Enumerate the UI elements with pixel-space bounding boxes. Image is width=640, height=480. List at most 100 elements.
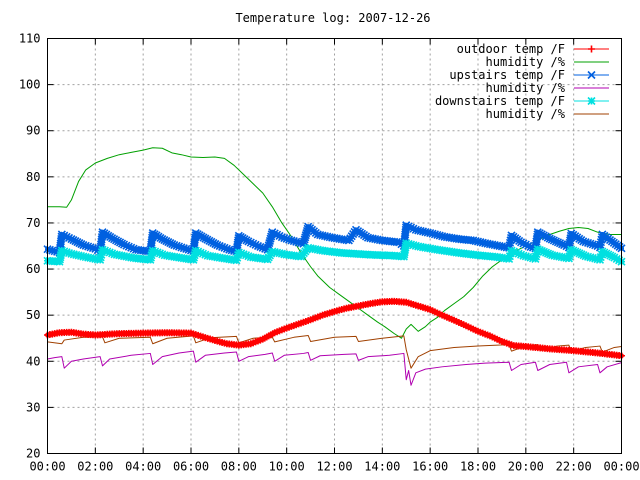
y-tick-label: 70: [26, 216, 40, 230]
x-tick-label: 00:00: [29, 460, 65, 474]
axis-ticks: 20 30 40 50 60 70 80 90 100 110 00:00 02:00 04:00 06:…: [19, 32, 640, 474]
y-tick-label: 60: [26, 262, 40, 276]
x-tick-label: 18:00: [460, 460, 496, 474]
data-point: [507, 246, 516, 255]
x-tick-label: 14:00: [364, 460, 400, 474]
data-point: [86, 243, 95, 252]
data-point: [284, 235, 294, 244]
data-point: [588, 240, 597, 249]
data-point: [60, 247, 69, 256]
data-point: [81, 241, 90, 250]
x-tick-label: 10:00: [269, 460, 305, 474]
y-tick-label: 20: [26, 447, 40, 461]
data-point: [198, 249, 208, 258]
data-point: [174, 242, 184, 251]
data-point: [108, 249, 117, 258]
legend-entry-label: downstairs temp /F: [435, 94, 565, 108]
y-tick-label: 90: [26, 124, 40, 138]
data-point: [543, 249, 553, 258]
x-tick-label: 12:00: [316, 460, 352, 474]
data-point: [222, 244, 231, 253]
series-group: [43, 147, 626, 386]
data-point: [158, 250, 167, 259]
data-point: [537, 246, 546, 256]
data-point: [256, 242, 265, 251]
y-tick-label: 40: [26, 354, 40, 368]
y-tick-label: 50: [26, 308, 40, 322]
legend-marker: [587, 70, 596, 80]
data-point: [253, 241, 263, 251]
data-point: [127, 243, 136, 252]
data-point: [172, 241, 181, 250]
data-point: [201, 250, 210, 259]
data-point: [583, 238, 593, 247]
data-point: [148, 246, 157, 255]
data-point: [280, 233, 289, 243]
grid: [47, 38, 622, 454]
data-point: [48, 246, 57, 255]
data-point: [546, 250, 555, 259]
plot-frame: [47, 38, 622, 454]
legend-entry-label: upstairs temp /F: [449, 68, 565, 82]
x-tick-label: 04:00: [125, 460, 161, 474]
series-2: [43, 221, 626, 257]
data-point: [151, 247, 160, 256]
data-point: [64, 248, 74, 258]
data-point: [516, 250, 526, 259]
y-tick-label: 110: [19, 32, 41, 46]
data-point: [103, 247, 112, 256]
data-point: [179, 244, 188, 253]
data-point: [282, 234, 291, 243]
data-point: [509, 247, 518, 256]
x-tick-label: 20:00: [508, 460, 544, 474]
data-point: [292, 237, 301, 246]
data-point: [535, 246, 544, 255]
legend-entry-label: outdoor temp /F: [457, 42, 565, 56]
series-1: [47, 147, 622, 339]
y-tick-label: 80: [26, 170, 40, 184]
data-point: [277, 233, 286, 242]
legend-marker: [587, 96, 596, 106]
data-point: [239, 250, 248, 259]
legend-entry-label: humidity /%: [486, 81, 566, 95]
data-point: [586, 239, 595, 248]
data-point: [539, 247, 549, 256]
data-point: [215, 241, 224, 251]
data-point: [289, 237, 298, 246]
data-point: [213, 241, 222, 250]
data-point: [122, 241, 131, 250]
data-point: [194, 247, 203, 256]
data-point: [196, 248, 205, 257]
legend-entry-label: humidity /%: [486, 55, 566, 69]
data-point: [244, 252, 253, 261]
data-point: [579, 237, 588, 246]
data-point: [170, 241, 179, 250]
data-point: [153, 248, 162, 257]
data-point: [105, 248, 114, 257]
data-point: [234, 248, 243, 257]
data-point: [62, 248, 71, 257]
series-0: [44, 297, 625, 360]
data-point: [541, 248, 551, 257]
x-tick-label: 22:00: [556, 460, 592, 474]
data-point: [57, 246, 66, 255]
data-point: [79, 241, 88, 250]
data-point: [88, 243, 98, 253]
data-point: [177, 243, 186, 252]
x-tick-label: 06:00: [173, 460, 209, 474]
data-point: [84, 242, 93, 251]
x-tick-label: 00:00: [603, 460, 639, 474]
data-point: [581, 238, 590, 247]
chart-title: Temperature log: 2007-12-26: [235, 11, 430, 25]
series-3: [47, 350, 622, 386]
x-tick-label: 02:00: [77, 460, 113, 474]
data-point: [220, 243, 229, 252]
data-point: [392, 237, 401, 247]
legend-marker: [588, 45, 595, 53]
data-point: [287, 236, 296, 245]
data-point: [241, 251, 251, 260]
data-point: [512, 248, 521, 257]
